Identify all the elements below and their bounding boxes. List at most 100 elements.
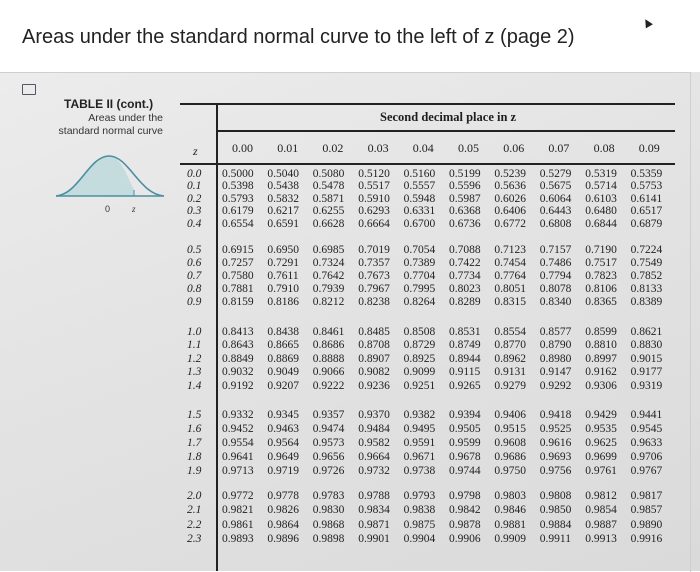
area-cell: 0.9916 [630,533,663,546]
area-cell: 0.9906 [449,533,481,546]
image-frame [0,72,691,572]
area-cell: 0.5239 [494,168,527,180]
area-cell: 0.9306 [585,379,617,392]
area-cell: 0.9292 [539,379,572,392]
area-cell: 0.5832 [267,192,300,205]
column-header: 0.09 [638,141,660,155]
area-cell: 0.8133 [630,282,663,295]
area-cell: 0.8643 [222,339,254,352]
area-cell: 0.9370 [358,409,390,421]
area-cell: 0.8159 [222,295,254,308]
area-cell: 0.8186 [267,295,300,308]
area-cell: 0.7324 [312,256,345,269]
column-header: 0.04 [412,141,434,155]
area-cell: 0.9641 [222,450,254,463]
area-cell: 0.9896 [267,533,300,546]
column-header: 0.05 [458,141,479,155]
z-value: 2.2 [187,518,202,531]
area-cell: 0.9881 [494,518,527,531]
area-cell: 0.9177 [630,366,663,379]
area-cell: 0.9066 [312,366,345,379]
z-value: 1.4 [187,379,202,392]
area-cell: 0.9783 [312,490,345,502]
area-cell: 0.9608 [494,436,527,449]
area-cell: 0.9429 [585,409,617,421]
area-cell: 0.7611 [267,269,299,282]
area-cell: 0.6480 [585,205,617,218]
area-cell: 0.9032 [222,366,254,379]
area-cell: 0.9756 [539,464,572,477]
area-cell: 0.8962 [494,352,527,365]
area-cell: 0.9394 [449,409,481,421]
area-cell: 0.9761 [585,464,617,477]
area-cell: 0.6628 [312,217,345,230]
column-header: 0.01 [277,141,299,155]
area-cell: 0.5948 [403,192,436,205]
page-title: Areas under the standard normal curve to… [22,26,575,48]
area-cell: 0.6368 [449,205,481,218]
area-cell: 0.8389 [630,295,663,308]
area-cell: 0.6736 [449,217,481,230]
area-cell: 0.9554 [222,436,254,449]
area-cell: 0.9834 [358,504,390,517]
area-cell: 0.7967 [358,282,390,295]
z-value: 1.0 [187,326,202,338]
area-cell: 0.8665 [267,339,300,352]
z-value: 0.7 [187,269,202,282]
area-cell: 0.6591 [267,217,300,230]
z-value: 0.4 [187,217,202,230]
area-cell: 0.8212 [312,295,345,308]
area-cell: 0.9744 [449,464,481,477]
area-cell: 0.9772 [222,490,254,502]
area-cell: 0.9162 [585,366,617,379]
image-icon[interactable] [22,84,36,95]
area-cell: 0.6331 [403,205,436,218]
area-cell: 0.9808 [539,490,572,502]
area-cell: 0.8907 [358,352,390,365]
z-value: 2.1 [187,504,202,517]
top-rule [180,103,675,105]
area-cell: 0.9515 [494,422,527,435]
area-cell: 0.7995 [403,282,436,295]
z-value: 2.0 [187,490,202,502]
area-cell: 0.5080 [312,168,345,180]
area-cell: 0.9678 [449,450,481,463]
column-header: 0.07 [548,141,570,155]
area-cell: 0.9279 [494,379,527,392]
area-cell: 0.6808 [539,217,572,230]
area-cell: 0.9535 [585,422,617,435]
area-cell: 0.6985 [312,244,345,256]
area-cell: 0.5398 [222,180,254,193]
area-cell: 0.7734 [449,269,481,282]
area-cell: 0.7019 [358,244,390,256]
area-cell: 0.9842 [449,504,481,517]
area-cell: 0.6950 [267,244,300,256]
area-cell: 0.9474 [312,422,345,435]
area-cell: 0.5000 [222,168,254,180]
area-cell: 0.5359 [630,168,663,180]
z-value: 0.2 [187,192,202,205]
area-cell: 0.8686 [312,339,345,352]
area-cell: 0.7157 [539,244,572,256]
area-cell: 0.9192 [222,379,254,392]
area-cell: 0.9778 [267,490,300,502]
area-cell: 0.9505 [449,422,481,435]
area-cell: 0.9864 [267,518,300,531]
area-cell: 0.9564 [267,436,300,449]
area-cell: 0.9793 [403,490,436,502]
area-cell: 0.8106 [585,282,617,295]
area-cell: 0.9726 [312,464,345,477]
area-cell: 0.7357 [358,256,390,269]
area-cell: 0.9345 [267,409,300,421]
area-cell: 0.9817 [630,490,663,502]
area-cell: 0.9868 [312,518,345,531]
area-cell: 0.8621 [630,326,663,338]
area-cell: 0.8340 [539,295,572,308]
area-cell: 0.8599 [585,326,617,338]
area-cell: 0.8264 [403,295,436,308]
z-value: 1.3 [187,366,202,379]
area-cell: 0.9265 [449,379,481,392]
area-cell: 0.9332 [222,409,254,421]
area-cell: 0.7517 [585,256,617,269]
table-title: TABLE II (cont.) [64,97,154,111]
